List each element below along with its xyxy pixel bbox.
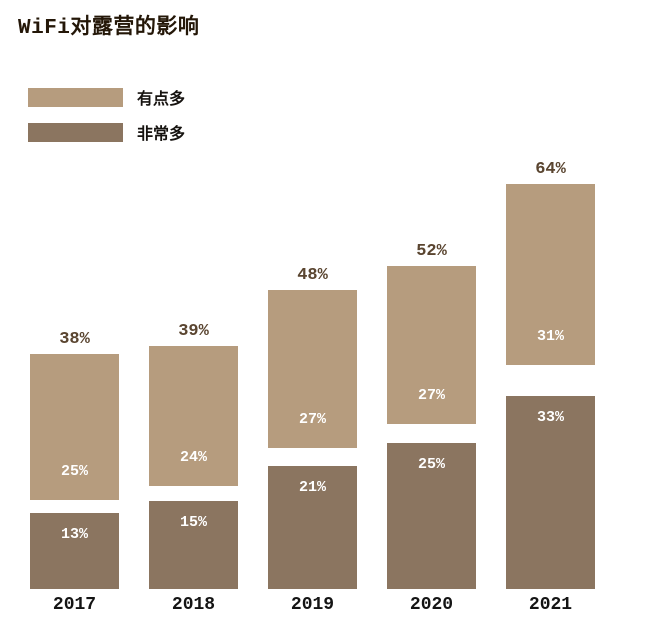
bar-segment-somewhat-more: 25% (30, 354, 119, 500)
bar-column-2021: 33% 31% 64% 2021 (506, 0, 595, 615)
legend-label: 非常多 (137, 126, 186, 144)
segment-value-label: 31% (536, 328, 564, 345)
segment-value-label: 13% (60, 526, 88, 543)
segment-value-label: 27% (417, 387, 445, 404)
segment-value-label: 27% (298, 411, 326, 428)
total-label: 52% (416, 242, 447, 262)
chart-title: WiFi对露营的影响 (18, 17, 200, 40)
legend-swatch-dark (28, 122, 123, 142)
bar-segment-very-much: 15% (149, 501, 238, 589)
bar-segment-somewhat-more: 27% (268, 290, 357, 448)
bar-segment-somewhat-more: 27% (387, 266, 476, 424)
year-label: 2018 (171, 595, 216, 616)
segment-value-label: 15% (179, 514, 207, 531)
bar-column-2017: 13% 25% 38% 2017 (30, 0, 119, 615)
bar-segment-very-much: 13% (30, 513, 119, 589)
bar-segment-somewhat-more: 31% (506, 184, 595, 365)
segment-value-label: 33% (536, 409, 564, 426)
bar-segment-very-much: 21% (268, 466, 357, 589)
year-label: 2020 (409, 595, 454, 616)
bar-segment-very-much: 25% (387, 443, 476, 589)
year-label: 2019 (290, 595, 335, 616)
legend-item-somewhat-more: 有点多 (28, 85, 185, 109)
legend-label: 有点多 (137, 91, 186, 109)
segment-value-label: 25% (60, 463, 88, 480)
bar-segment-very-much: 33% (506, 396, 595, 589)
total-label: 64% (535, 160, 566, 180)
bar-column-2020: 25% 27% 52% 2020 (387, 0, 476, 615)
year-label: 2021 (528, 595, 573, 616)
total-label: 39% (178, 322, 209, 342)
segment-value-label: 25% (417, 456, 445, 473)
segment-value-label: 24% (179, 449, 207, 466)
legend: 有点多 非常多 (28, 85, 185, 155)
bar-segment-somewhat-more: 24% (149, 346, 238, 486)
legend-item-very-much: 非常多 (28, 120, 185, 144)
bar-column-2018: 15% 24% 39% 2018 (149, 0, 238, 615)
total-label: 48% (297, 266, 328, 286)
bar-column-2019: 21% 27% 48% 2019 (268, 0, 357, 615)
legend-swatch-light (28, 87, 123, 107)
total-label: 38% (59, 330, 90, 350)
year-label: 2017 (52, 595, 97, 616)
segment-value-label: 21% (298, 479, 326, 496)
